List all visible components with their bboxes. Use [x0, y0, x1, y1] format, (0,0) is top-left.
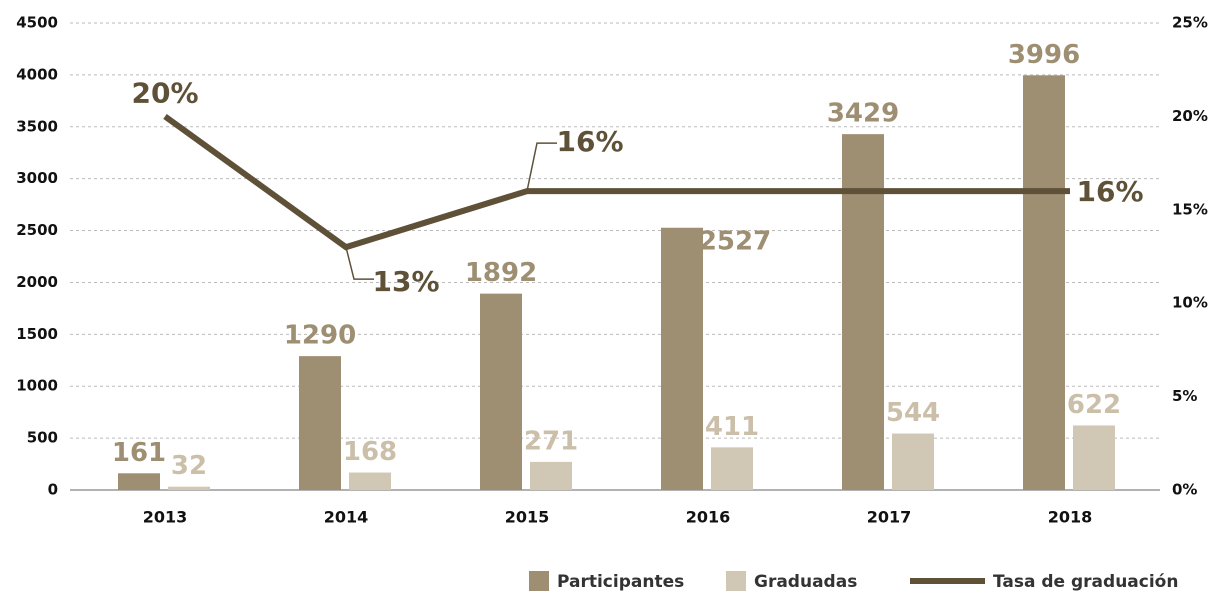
line-label: 20%: [131, 76, 198, 109]
y-tick-label: 4500: [16, 14, 58, 32]
bar: [661, 227, 703, 491]
y-tick-label: 3500: [16, 117, 58, 135]
legend-swatch: [529, 571, 549, 591]
x-tick-label: 2016: [686, 508, 731, 527]
bar: [118, 473, 160, 490]
data-label: 3429: [827, 99, 899, 129]
legend-label: Tasa de graduación: [993, 572, 1178, 591]
bar: [892, 433, 934, 490]
x-tick-label: 2015: [505, 508, 550, 527]
data-label: 271: [524, 426, 578, 456]
bar: [711, 447, 753, 490]
y2-tick-label: 25%: [1172, 14, 1208, 32]
leader-line: [345, 246, 374, 280]
y-tick-label: 2000: [16, 273, 58, 291]
x-tick-label: 2013: [143, 508, 188, 527]
bar: [1073, 425, 1115, 490]
x-tick-label: 2017: [867, 508, 912, 527]
y2-tick-label: 0%: [1172, 481, 1197, 499]
data-label: 1892: [465, 258, 537, 288]
y2-tick-label: 15%: [1172, 200, 1208, 218]
data-label: 168: [343, 437, 397, 467]
line-label: 16%: [1076, 175, 1143, 208]
data-label: 1290: [284, 321, 356, 351]
leader-line: [526, 142, 557, 192]
data-label: 161: [112, 438, 166, 468]
y2-tick-label: 5%: [1172, 387, 1197, 405]
y2-tick-label: 10%: [1172, 294, 1208, 312]
y-tick-label: 1500: [16, 325, 58, 343]
bar: [480, 293, 522, 490]
bar: [349, 472, 391, 490]
data-label: 32: [171, 451, 207, 481]
y-tick-label: 4000: [16, 65, 58, 83]
data-label: 544: [886, 398, 940, 428]
data-label: 2527: [699, 226, 771, 256]
data-label: 411: [705, 412, 759, 442]
y-tick-label: 3000: [16, 169, 58, 187]
x-tick-label: 2018: [1048, 508, 1093, 527]
data-label: 622: [1067, 390, 1121, 420]
y-tick-label: 0: [48, 481, 58, 499]
legend-label: Graduadas: [754, 572, 857, 591]
bar: [530, 461, 572, 490]
legend-label: Participantes: [557, 572, 684, 591]
bar: [299, 356, 341, 490]
y-tick-label: 2500: [16, 221, 58, 239]
line: [163, 113, 1070, 251]
legend-swatch: [726, 571, 746, 591]
bar: [168, 486, 210, 490]
bar: [1023, 75, 1065, 490]
line-label: 16%: [556, 125, 623, 158]
y-tick-label: 1000: [16, 377, 58, 395]
y-tick-label: 500: [27, 429, 58, 447]
data-label: 3996: [1008, 40, 1080, 70]
bar: [842, 134, 884, 490]
y2-tick-label: 20%: [1172, 107, 1208, 125]
line-label: 13%: [372, 265, 439, 298]
x-tick-label: 2014: [324, 508, 369, 527]
